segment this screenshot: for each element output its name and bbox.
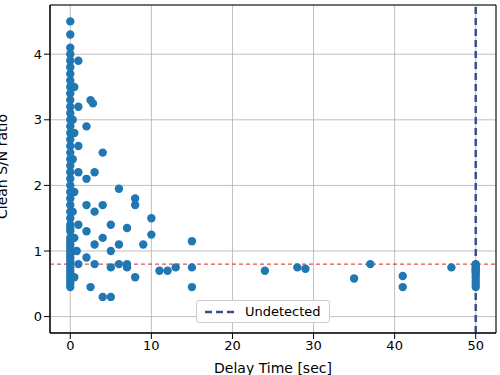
svg-text:2: 2 — [34, 178, 42, 193]
svg-text:50: 50 — [467, 338, 484, 353]
html-text:Undetected: Undetected — [245, 304, 321, 319]
svg-text:Delay Time [sec]: Delay Time [sec] — [214, 360, 332, 375]
svg-text:40: 40 — [386, 338, 403, 353]
svg-text:20: 20 — [224, 338, 241, 353]
svg-text:0: 0 — [66, 338, 74, 353]
svg-text:30: 30 — [305, 338, 322, 353]
svg-text:Clean S/N ratio: Clean S/N ratio — [8, 114, 10, 219]
svg-text:0: 0 — [34, 309, 42, 324]
svg-text:3: 3 — [34, 112, 42, 127]
svg-text:10: 10 — [143, 338, 160, 353]
svg-text:4: 4 — [34, 47, 42, 62]
svg-text:1: 1 — [34, 244, 42, 259]
